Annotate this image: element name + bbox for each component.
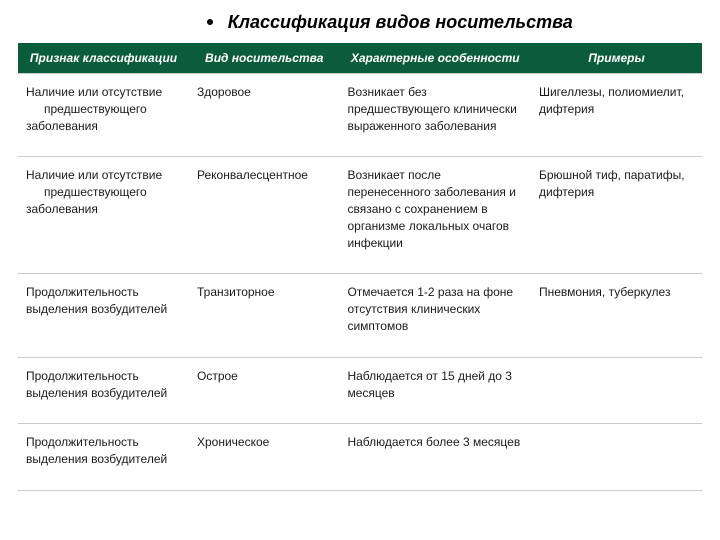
cell-attribute: Продолжительность выделения возбудителей (18, 357, 189, 424)
cell-attribute: Продолжительность выделения возбудителей (18, 424, 189, 491)
table-row: Продолжительность выделения возбудителей… (18, 357, 702, 424)
cell-line: заболевания (26, 119, 98, 133)
cell-line: Продолжительность (26, 435, 139, 449)
cell-line: заболевания (26, 202, 98, 216)
cell-attribute: Наличие или отсутствие предшествующего з… (18, 74, 189, 157)
cell-line: Продолжительность (26, 285, 139, 299)
classification-table: Признак классификации Вид носительства Х… (18, 43, 702, 491)
page-title: Классификация видов носительства (228, 12, 573, 32)
cell-examples: Брюшной тиф, паратифы, дифтерия (531, 157, 702, 274)
cell-line: предшествующего (26, 184, 181, 201)
cell-examples: Шигеллезы, полиомиелит, дифтерия (531, 74, 702, 157)
cell-examples (531, 357, 702, 424)
cell-features: Возникает после перенесенного заболевани… (339, 157, 531, 274)
cell-type: Транзиторное (189, 274, 339, 357)
cell-line: выделения возбудителей (26, 452, 167, 466)
cell-features: Наблюдается от 15 дней до 3 месяцев (339, 357, 531, 424)
cell-features: Возникает без предшествующего клинически… (339, 74, 531, 157)
cell-type: Острое (189, 357, 339, 424)
table-row: Продолжительность выделения возбудителей… (18, 424, 702, 491)
cell-attribute: Продолжительность выделения возбудителей (18, 274, 189, 357)
table-row: Наличие или отсутствие предшествующего з… (18, 157, 702, 274)
col-header-type: Вид носительства (189, 43, 339, 74)
bullet-icon (207, 19, 213, 25)
table-row: Продолжительность выделения возбудителей… (18, 274, 702, 357)
col-header-features: Характерные особенности (339, 43, 531, 74)
col-header-attribute: Признак классификации (18, 43, 189, 74)
cell-features: Отмечается 1-2 раза на фоне отсутствия к… (339, 274, 531, 357)
table-header-row: Признак классификации Вид носительства Х… (18, 43, 702, 74)
cell-line: Наличие или отсутствие (26, 85, 162, 99)
cell-type: Здоровое (189, 74, 339, 157)
cell-type: Хроническое (189, 424, 339, 491)
cell-line: выделения возбудителей (26, 302, 167, 316)
cell-line: Наличие или отсутствие (26, 168, 162, 182)
cell-type: Реконвалесцентное (189, 157, 339, 274)
col-header-examples: Примеры (531, 43, 702, 74)
cell-line: выделения возбудителей (26, 386, 167, 400)
table-row: Наличие или отсутствие предшествующего з… (18, 74, 702, 157)
cell-attribute: Наличие или отсутствие предшествующего з… (18, 157, 189, 274)
cell-examples: Пневмония, туберкулез (531, 274, 702, 357)
cell-features: Наблюдается более 3 месяцев (339, 424, 531, 491)
title-container: Классификация видов носительства (18, 12, 702, 33)
cell-examples (531, 424, 702, 491)
cell-line: предшествующего (26, 101, 181, 118)
cell-line: Продолжительность (26, 369, 139, 383)
